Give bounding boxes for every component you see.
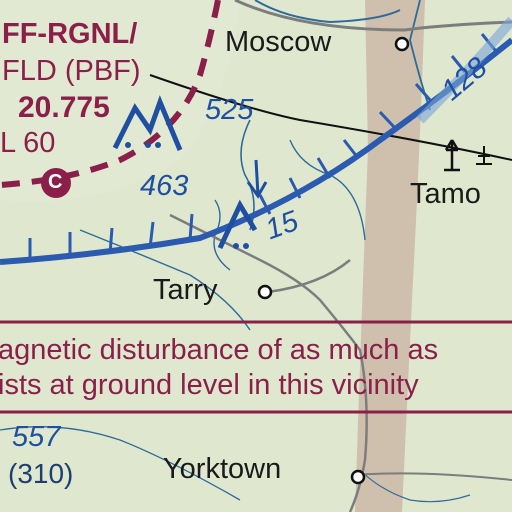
road — [169, 213, 368, 512]
road — [354, 472, 512, 481]
magnetic-notice-line1: agnetic disturbance of as much as — [0, 334, 439, 366]
elevation-463: 463 — [140, 170, 189, 202]
airport-ctaf-glyph: C — [48, 171, 63, 193]
tower-icon — [444, 139, 460, 172]
stream — [0, 426, 241, 501]
magenta-dashed-route — [0, 0, 221, 188]
town-name-tarry: Tarry — [153, 274, 218, 306]
obstruction-dot — [145, 142, 151, 148]
obstruction-dot — [243, 243, 249, 249]
airport-ctaf-circle — [41, 168, 71, 198]
obstruction-dot — [155, 142, 161, 148]
road — [267, 259, 351, 294]
airway-line-secondary — [416, 16, 512, 124]
town-marker-moscow — [394, 36, 410, 52]
elevation-525: 525 — [205, 94, 254, 126]
town-name-tamo: Tamo — [410, 178, 481, 210]
elevation-557: 557 — [12, 421, 61, 453]
arrow-symbol — [246, 159, 268, 199]
magnetic-notice-line2: ists at ground level in this vicinity — [0, 369, 419, 401]
road — [234, 0, 512, 32]
airport-elevation-line: L 60 — [0, 127, 56, 159]
town-marker-yorktown — [350, 469, 366, 485]
obstruction-dot — [125, 142, 131, 148]
obstruction-symbol — [217, 199, 258, 250]
town-name-moscow: Moscow — [225, 26, 332, 58]
stream — [254, 0, 401, 24]
stream — [359, 469, 471, 503]
terrain-ridge-band — [355, 0, 425, 512]
elevation-310: (310) — [8, 458, 74, 489]
airport-name-line: FF-RGNL/ — [2, 18, 138, 50]
town-name-yorktown: Yorktown — [163, 453, 282, 485]
obstruction-symbol — [112, 95, 183, 151]
airport-frequency: 20.775 — [18, 91, 110, 124]
terrain-tint — [0, 0, 240, 202]
tower-icon — [476, 146, 492, 165]
town-marker-tarry — [257, 284, 273, 300]
obstruction-dot — [233, 243, 239, 249]
airport-field-line: FLD (PBF) — [2, 55, 141, 87]
